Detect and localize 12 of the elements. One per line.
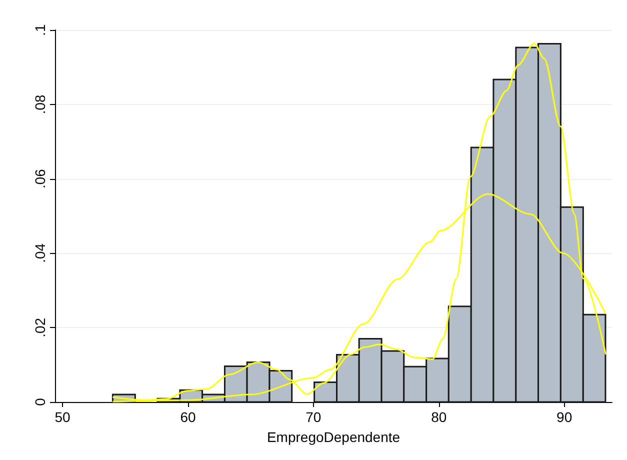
x-tick-label: 80 <box>431 409 447 425</box>
y-tick-label: .04 <box>32 243 48 263</box>
x-axis-title: EmpregoDependente <box>266 429 400 445</box>
x-tick-label: 90 <box>556 409 572 425</box>
x-tick-label: 60 <box>180 409 196 425</box>
y-tick-label: .1 <box>32 24 48 36</box>
x-tick-label: 70 <box>306 409 322 425</box>
y-tick-label: .06 <box>32 168 48 189</box>
x-tick-label: 50 <box>54 409 71 425</box>
y-tick-label: .02 <box>32 318 48 338</box>
y-tick-label: 0 <box>32 398 48 406</box>
y-tick-label: .08 <box>32 94 48 114</box>
